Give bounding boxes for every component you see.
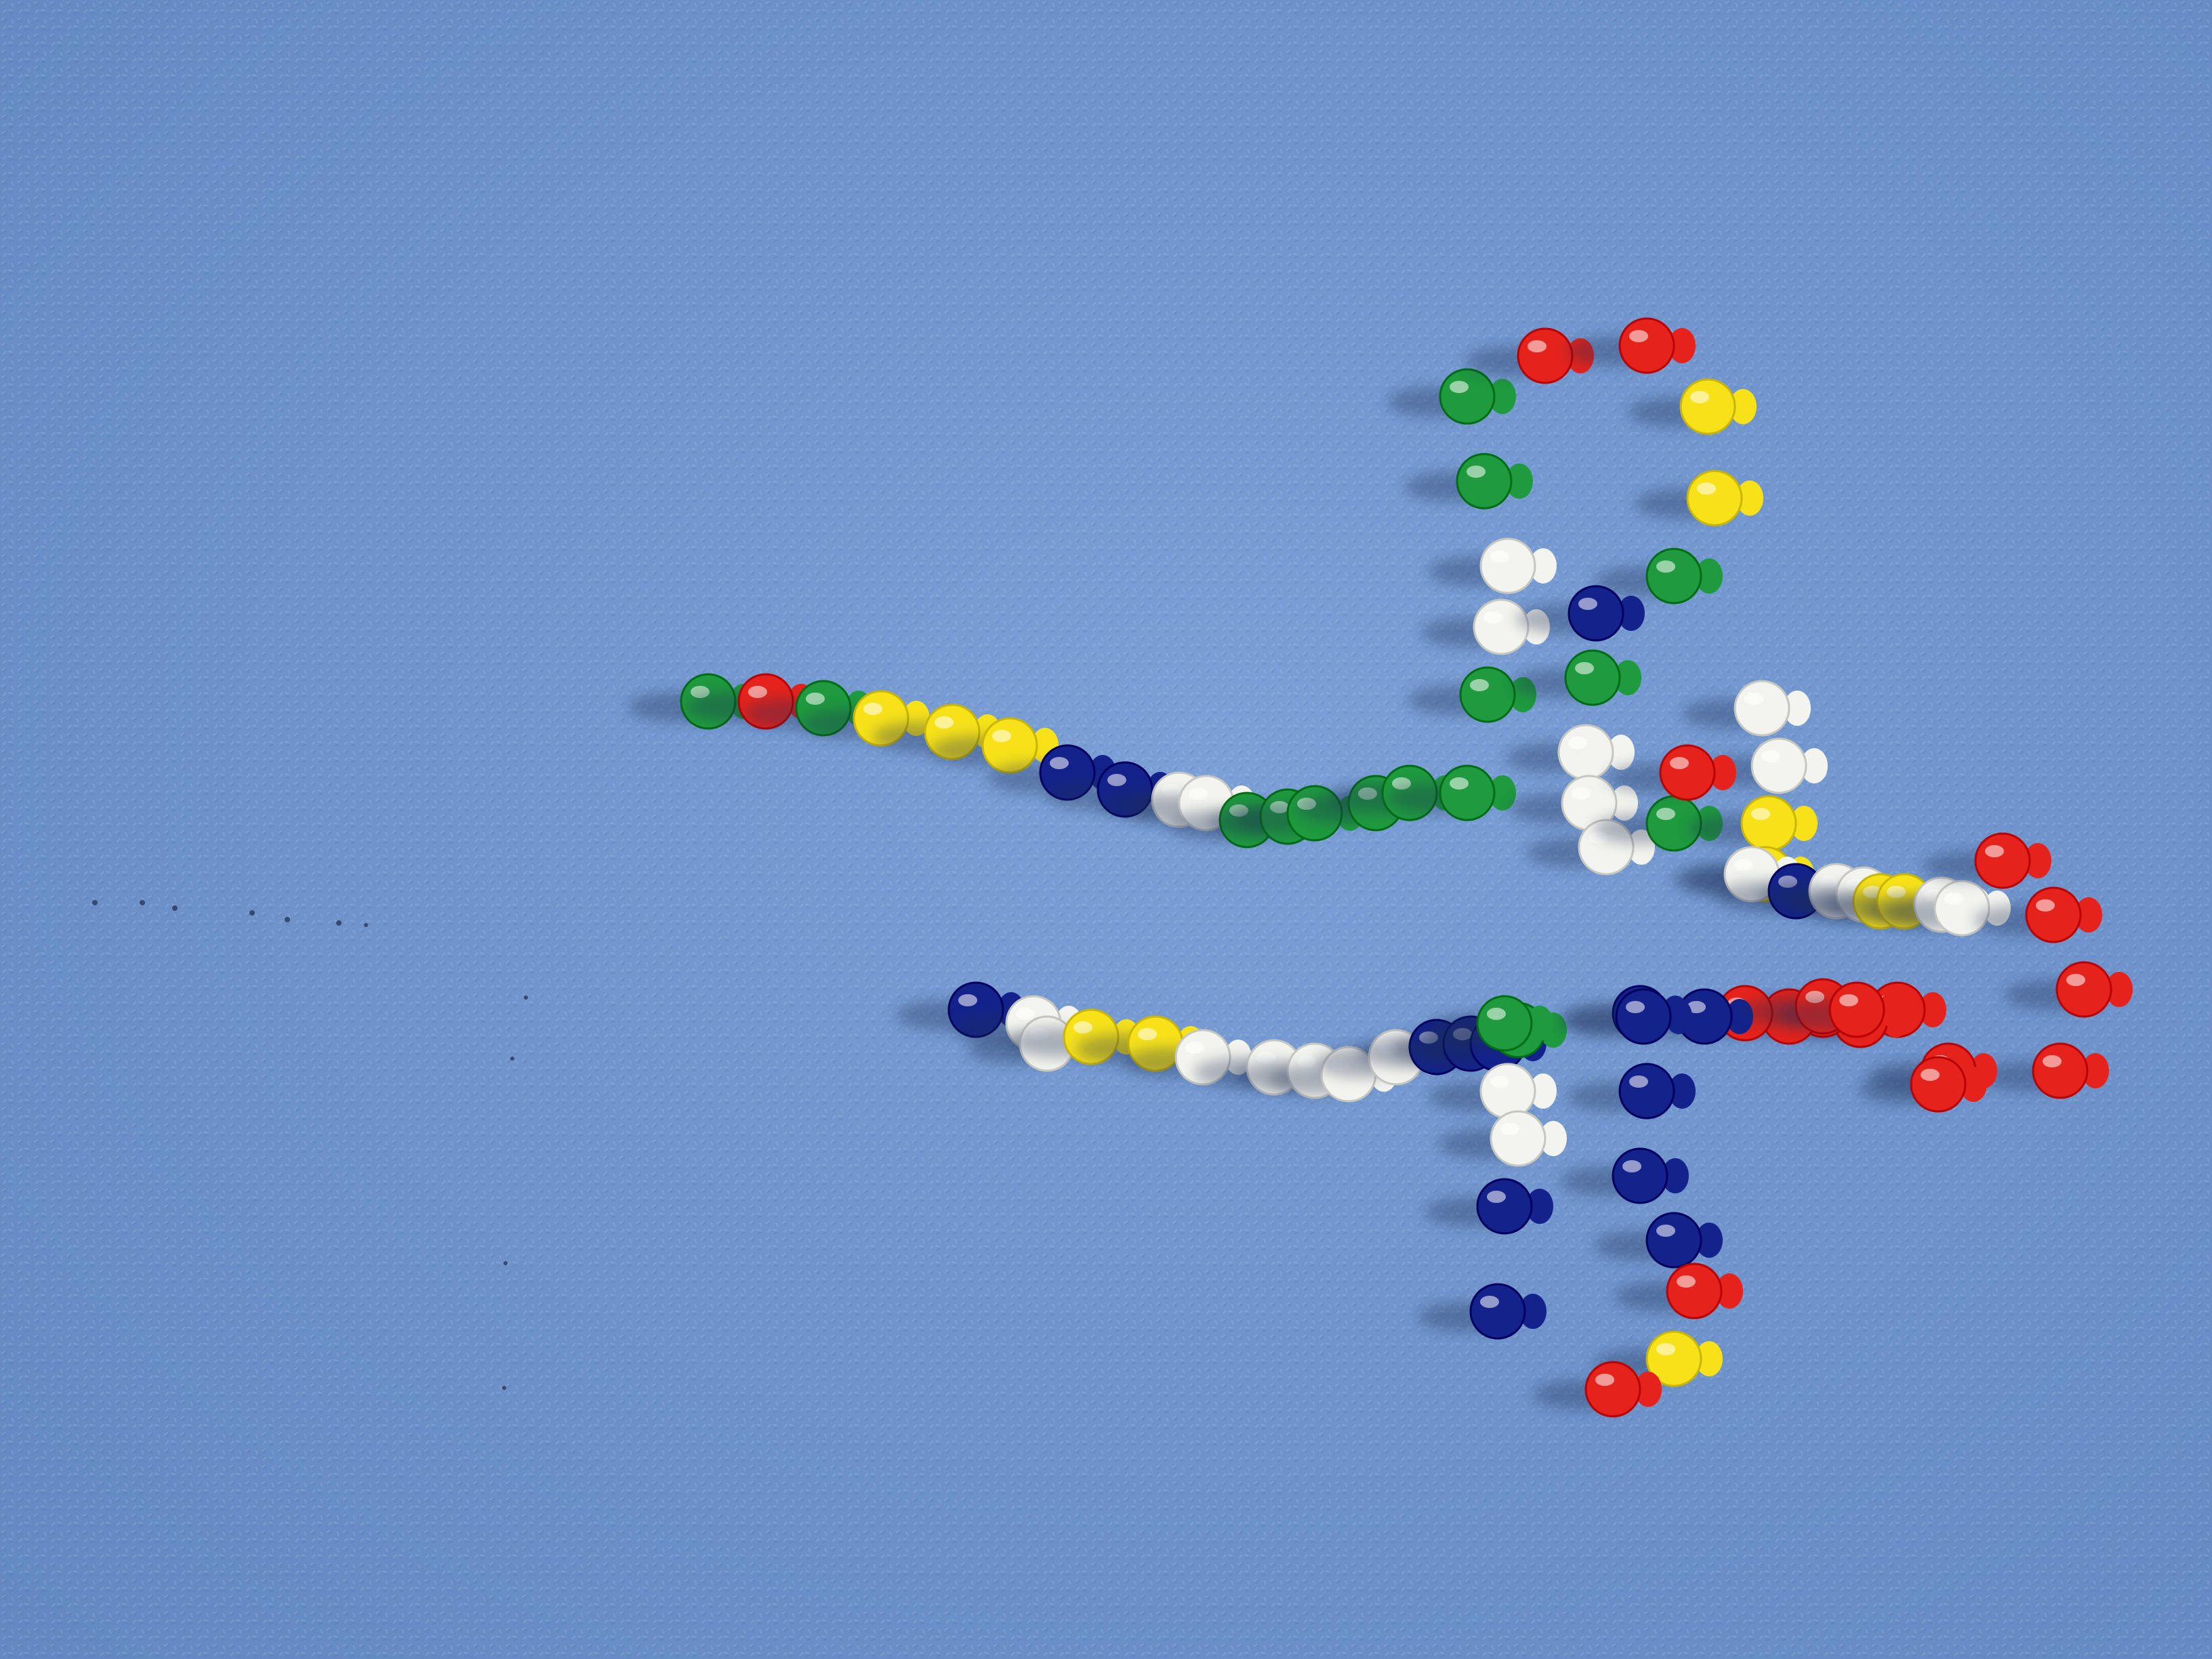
pushpin-white — [1682, 680, 1811, 737]
lower-column — [1418, 988, 1743, 1418]
pushpin-red — [1980, 1042, 2109, 1099]
left-arm-outer-strand — [628, 673, 1516, 848]
pushpin-white — [1428, 537, 1557, 594]
pushpin-green — [1404, 453, 1533, 510]
pushpin-green — [1425, 995, 1553, 1052]
pushpin-green — [1513, 649, 1641, 706]
upper-column — [1387, 317, 1763, 876]
pushpin-red — [1923, 832, 2051, 889]
pushpin-red — [1614, 1263, 1743, 1319]
pushpin-green — [1387, 368, 1516, 425]
pushpin-red — [1973, 886, 2102, 943]
pushpin-red — [1567, 317, 1696, 374]
pushpin-blue — [1594, 1212, 1723, 1269]
pushpin-blue — [1563, 988, 1692, 1045]
pushpin-red — [1607, 744, 1736, 801]
pushpin-white — [1438, 1110, 1567, 1167]
pushpin-white — [1509, 775, 1638, 832]
pushpin-blue — [1516, 585, 1645, 642]
pushpin-white — [1428, 1063, 1557, 1120]
pushpin-figure — [628, 317, 2133, 1418]
pushpin-red — [1777, 981, 1906, 1038]
pushpin-red — [1465, 327, 1594, 384]
pushpin-white — [1506, 724, 1635, 781]
pushpin-blue — [1418, 1283, 1547, 1340]
left-arm-inner-strand — [896, 981, 1567, 1103]
pushpin-yellow — [1635, 470, 1763, 527]
pushpin-red — [1858, 1056, 1987, 1113]
pushpin-green — [1594, 548, 1723, 605]
pin-holes — [92, 900, 528, 1390]
pushpin-green — [1387, 764, 1516, 821]
pushpin-green — [1408, 666, 1536, 723]
pushpin-red — [2004, 961, 2133, 1018]
pushpin-blue — [1425, 1178, 1553, 1235]
pushpin-yellow — [1628, 378, 1757, 435]
pushpin-red — [1533, 1361, 1662, 1418]
pushpin-blue — [1567, 1063, 1696, 1120]
pushpin-blue — [1560, 1147, 1689, 1204]
